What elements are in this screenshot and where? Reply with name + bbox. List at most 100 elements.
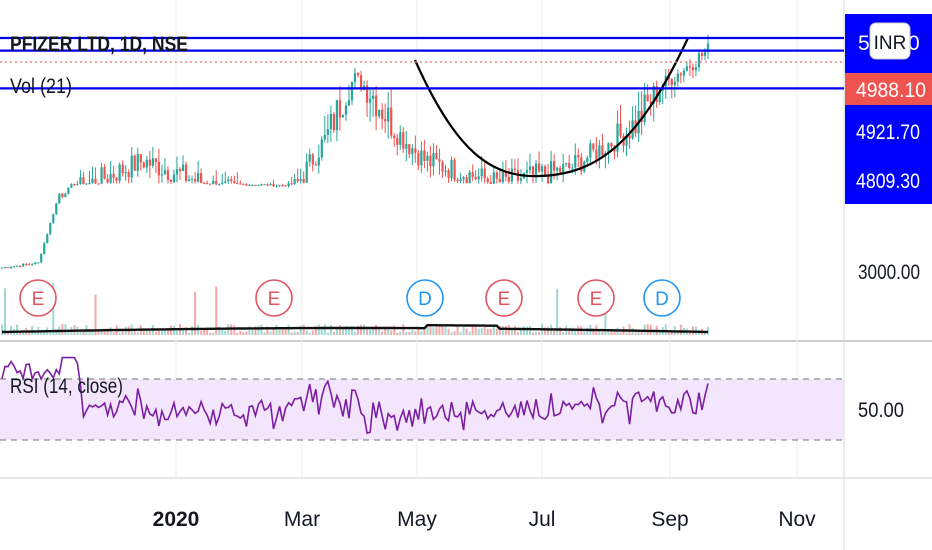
candle[interactable] <box>257 184 260 186</box>
candle[interactable] <box>28 262 31 266</box>
candle[interactable] <box>308 148 311 167</box>
candle[interactable] <box>384 103 387 134</box>
candle[interactable] <box>616 110 619 158</box>
candle[interactable] <box>408 144 411 159</box>
candle[interactable] <box>88 170 91 185</box>
candle[interactable] <box>212 175 215 185</box>
candle[interactable] <box>429 145 432 178</box>
candle[interactable] <box>94 167 97 185</box>
candle[interactable] <box>673 76 676 98</box>
candle[interactable] <box>438 148 441 175</box>
earnings-marker[interactable]: E <box>577 279 615 317</box>
candle[interactable] <box>341 114 345 118</box>
candle[interactable] <box>15 265 19 267</box>
candle[interactable] <box>181 155 185 172</box>
candle[interactable] <box>272 179 275 187</box>
candle[interactable] <box>154 158 157 173</box>
candle[interactable] <box>423 139 426 169</box>
candle[interactable] <box>513 159 517 176</box>
candle[interactable] <box>441 160 444 178</box>
candle[interactable] <box>19 265 22 268</box>
candle[interactable] <box>305 153 308 184</box>
candle[interactable] <box>450 156 453 182</box>
candle[interactable] <box>281 183 284 187</box>
candle[interactable] <box>73 183 76 187</box>
candle[interactable] <box>115 177 118 184</box>
candle[interactable] <box>444 164 447 177</box>
candle[interactable] <box>562 153 565 183</box>
candle[interactable] <box>302 171 305 184</box>
candle[interactable] <box>691 63 695 79</box>
candle[interactable] <box>688 59 691 77</box>
candle[interactable] <box>474 170 477 181</box>
candle[interactable] <box>531 165 535 184</box>
candle[interactable] <box>12 266 16 268</box>
candle[interactable] <box>37 262 40 264</box>
candle[interactable] <box>676 69 679 87</box>
candle[interactable] <box>546 164 550 185</box>
candle[interactable] <box>67 187 70 195</box>
candle[interactable] <box>643 82 646 126</box>
candle[interactable] <box>435 145 438 160</box>
candle[interactable] <box>390 89 393 139</box>
dividend-marker[interactable]: D <box>406 279 444 317</box>
candle[interactable] <box>414 135 417 163</box>
candle[interactable] <box>507 168 510 184</box>
candle[interactable] <box>682 67 685 83</box>
candle[interactable] <box>169 179 173 184</box>
candle[interactable] <box>46 233 49 244</box>
candle[interactable] <box>178 167 182 180</box>
candle[interactable] <box>193 172 197 184</box>
candle[interactable] <box>329 105 332 142</box>
candle[interactable] <box>592 143 595 153</box>
candle[interactable] <box>197 160 200 183</box>
candle[interactable] <box>432 143 435 176</box>
candle[interactable] <box>356 72 360 78</box>
candle[interactable] <box>550 150 553 184</box>
price-candles[interactable] <box>0 34 710 270</box>
candle[interactable] <box>76 180 79 186</box>
candle[interactable] <box>203 181 206 185</box>
candle[interactable] <box>184 161 188 183</box>
cup-pattern-curve[interactable] <box>413 37 689 178</box>
candle[interactable] <box>634 105 637 138</box>
candle[interactable] <box>365 80 369 117</box>
candle[interactable] <box>130 146 133 184</box>
candle[interactable] <box>375 85 378 131</box>
candle[interactable] <box>172 169 176 184</box>
candle[interactable] <box>106 174 109 184</box>
candle[interactable] <box>34 262 37 265</box>
candle[interactable] <box>372 89 375 117</box>
candle[interactable] <box>218 183 221 186</box>
candle[interactable] <box>0 267 4 269</box>
candle[interactable] <box>489 175 492 185</box>
candle[interactable] <box>109 161 112 185</box>
candle[interactable] <box>293 173 296 185</box>
candle[interactable] <box>278 184 281 187</box>
candle[interactable] <box>284 185 287 187</box>
candle[interactable] <box>528 153 532 174</box>
candle[interactable] <box>344 101 348 121</box>
candle[interactable] <box>396 134 399 156</box>
candle[interactable] <box>311 153 314 172</box>
candle[interactable] <box>685 61 688 72</box>
candle[interactable] <box>97 183 100 185</box>
candle[interactable] <box>492 166 495 184</box>
earnings-marker[interactable]: E <box>255 279 293 317</box>
candle[interactable] <box>646 84 649 102</box>
candle[interactable] <box>317 144 320 174</box>
candle[interactable] <box>52 213 55 225</box>
candle[interactable] <box>127 169 130 184</box>
currency-button[interactable]: INR <box>869 22 911 60</box>
candle[interactable] <box>142 161 145 169</box>
candle[interactable] <box>85 183 88 185</box>
candle[interactable] <box>568 154 571 170</box>
candle[interactable] <box>338 86 342 131</box>
candle[interactable] <box>453 157 456 182</box>
candle[interactable] <box>320 136 323 161</box>
candle[interactable] <box>79 170 82 185</box>
candle[interactable] <box>326 114 329 144</box>
candle[interactable] <box>399 125 402 150</box>
candle[interactable] <box>287 180 290 188</box>
candle[interactable] <box>25 262 28 266</box>
